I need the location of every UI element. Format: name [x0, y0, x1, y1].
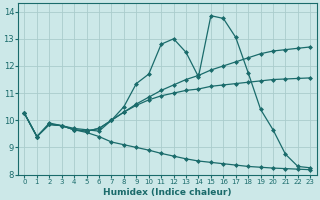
X-axis label: Humidex (Indice chaleur): Humidex (Indice chaleur): [103, 188, 232, 197]
